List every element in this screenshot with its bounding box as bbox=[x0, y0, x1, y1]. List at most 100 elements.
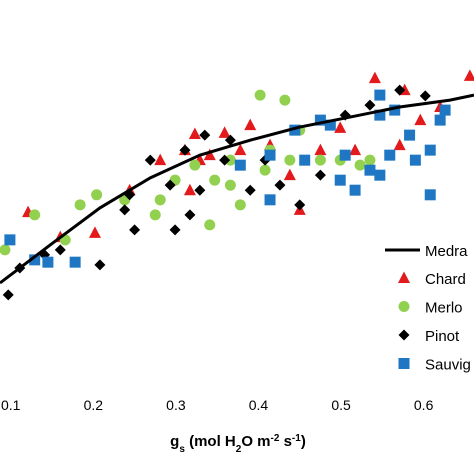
point bbox=[224, 179, 236, 191]
point bbox=[274, 179, 286, 191]
legend-label: Medra bbox=[425, 243, 468, 260]
point bbox=[339, 149, 351, 161]
point bbox=[184, 209, 196, 221]
point bbox=[244, 118, 257, 131]
x-axis-label-part: (mol H bbox=[185, 433, 236, 450]
point bbox=[144, 154, 156, 166]
x-axis-label-part: g bbox=[170, 433, 179, 450]
x-axis-label-part: s bbox=[179, 444, 185, 455]
x-tick-label: 0.1 bbox=[1, 397, 21, 413]
point bbox=[434, 114, 446, 126]
point bbox=[389, 104, 401, 116]
point bbox=[364, 164, 376, 176]
point bbox=[219, 154, 231, 166]
point bbox=[409, 154, 421, 166]
point bbox=[2, 289, 14, 301]
point bbox=[289, 124, 301, 136]
point bbox=[154, 194, 166, 206]
point bbox=[349, 184, 361, 196]
fit-line bbox=[0, 93, 474, 285]
point bbox=[424, 189, 436, 201]
point bbox=[164, 179, 176, 191]
point bbox=[314, 169, 326, 181]
point bbox=[29, 254, 41, 266]
point bbox=[91, 189, 103, 201]
x-axis-label-part: -1 bbox=[292, 433, 301, 444]
point bbox=[334, 121, 347, 133]
point bbox=[218, 126, 231, 138]
legend-marker bbox=[398, 301, 410, 312]
point bbox=[299, 154, 311, 166]
point bbox=[234, 143, 247, 156]
plot-area bbox=[0, 69, 474, 301]
legend: Medra Chard Merlo Pinot Sauvig bbox=[380, 234, 474, 376]
legend-label: Pinot bbox=[425, 328, 460, 345]
point bbox=[264, 149, 276, 161]
point bbox=[69, 256, 81, 268]
x-tick-label: 0.3 bbox=[166, 397, 186, 413]
point bbox=[54, 244, 66, 256]
x-axis-label-part: 2 bbox=[236, 444, 242, 455]
legend-marker bbox=[398, 358, 410, 369]
point bbox=[324, 119, 336, 131]
point bbox=[0, 244, 11, 256]
point bbox=[194, 184, 206, 196]
point bbox=[349, 143, 362, 156]
point bbox=[374, 109, 386, 121]
x-tick-label: 0.4 bbox=[249, 397, 269, 413]
point bbox=[29, 209, 41, 221]
x-tick-label: 0.2 bbox=[84, 397, 104, 413]
point bbox=[264, 194, 276, 206]
point bbox=[314, 114, 326, 126]
point bbox=[368, 71, 381, 84]
point bbox=[42, 256, 54, 268]
point bbox=[314, 154, 326, 166]
x-axis-label-part: s bbox=[279, 433, 292, 450]
legend-label: Chard bbox=[425, 271, 466, 288]
legend-marker bbox=[398, 271, 410, 283]
point bbox=[254, 89, 266, 101]
point bbox=[169, 224, 181, 236]
point bbox=[179, 144, 191, 156]
point bbox=[463, 69, 474, 81]
point bbox=[188, 127, 201, 139]
point bbox=[244, 184, 256, 196]
legend-label: Merlo bbox=[425, 300, 463, 317]
point bbox=[364, 154, 376, 166]
point bbox=[74, 199, 86, 211]
point bbox=[314, 143, 327, 156]
point bbox=[183, 183, 196, 196]
point bbox=[119, 204, 131, 216]
point bbox=[209, 174, 221, 186]
point bbox=[404, 129, 416, 141]
point bbox=[283, 168, 296, 181]
point bbox=[149, 209, 161, 221]
point bbox=[419, 90, 431, 102]
point bbox=[203, 148, 216, 161]
point bbox=[154, 153, 167, 166]
x-axis-label: gs (mol H2O m-2 s-1) bbox=[170, 433, 306, 455]
point bbox=[364, 99, 376, 111]
point bbox=[279, 94, 291, 106]
point bbox=[294, 199, 306, 211]
point bbox=[224, 134, 236, 146]
point bbox=[384, 149, 396, 161]
point bbox=[374, 89, 386, 101]
point bbox=[414, 113, 427, 126]
point bbox=[259, 164, 271, 176]
point bbox=[94, 259, 106, 271]
point bbox=[199, 129, 211, 141]
point bbox=[439, 104, 451, 116]
x-axis-label-part: -2 bbox=[271, 433, 280, 444]
x-axis-label-part: O m bbox=[241, 433, 270, 450]
point bbox=[224, 154, 236, 166]
point bbox=[354, 159, 366, 171]
point bbox=[234, 199, 246, 211]
point bbox=[4, 234, 16, 246]
point bbox=[334, 174, 346, 186]
legend-label: Sauvig bbox=[425, 357, 471, 374]
point bbox=[129, 224, 141, 236]
point bbox=[88, 226, 101, 238]
